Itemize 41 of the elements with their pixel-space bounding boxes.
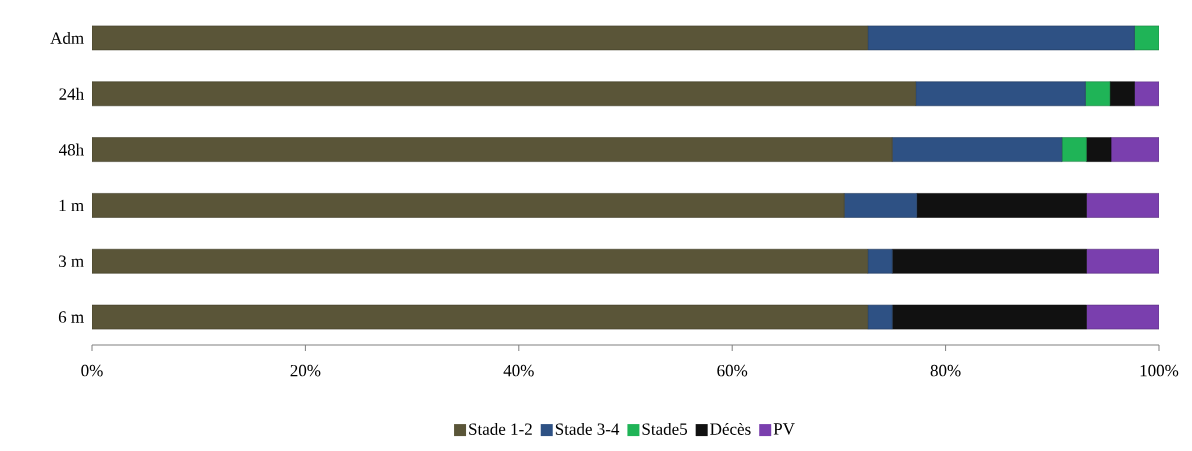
- bar: [915, 81, 1086, 107]
- x-tick-label: 0%: [81, 364, 103, 377]
- y-tick-label: 48h: [58, 143, 84, 156]
- x-tick-label: 80%: [930, 364, 961, 377]
- bar: [1061, 137, 1087, 162]
- bar: [1085, 81, 1111, 107]
- bar: [891, 137, 1063, 162]
- y-tick-label: Adm: [50, 31, 84, 44]
- bar: [92, 248, 869, 274]
- bar: [1110, 137, 1159, 162]
- bar: [1134, 81, 1159, 107]
- bar: [92, 304, 869, 330]
- y-tick-label: 3 m: [58, 255, 84, 267]
- y-tick-label: 6 m: [58, 311, 84, 323]
- y-tick-label: 24h: [59, 87, 84, 100]
- bar: [1086, 304, 1159, 330]
- x-tick-label: 100%: [1140, 364, 1179, 377]
- bar: [916, 193, 1087, 218]
- legend-label: Stade 1-2: [469, 422, 532, 435]
- x-tick-label: 20%: [290, 364, 321, 377]
- legend-label: PV: [773, 423, 795, 435]
- bar: [843, 193, 918, 218]
- bar: [867, 25, 1135, 51]
- y-tick-label: 1 m: [59, 199, 84, 212]
- x-tick-label: 40%: [503, 364, 534, 377]
- legend-label: Stade5: [642, 422, 688, 435]
- bar: [867, 248, 893, 274]
- bar: [891, 304, 1087, 330]
- bar: [92, 81, 917, 107]
- legend-label: Stade 3-4: [555, 422, 620, 435]
- bar: [891, 248, 1087, 274]
- bar: [867, 304, 893, 330]
- bar: [92, 193, 845, 218]
- legend-label: Décès: [710, 422, 751, 435]
- bar: [1109, 81, 1135, 107]
- bar: [92, 137, 893, 162]
- x-tick-label: 60%: [717, 364, 748, 377]
- bar: [1086, 248, 1159, 274]
- bar: [1086, 193, 1159, 218]
- bar: [92, 25, 869, 51]
- bar: [1086, 137, 1112, 162]
